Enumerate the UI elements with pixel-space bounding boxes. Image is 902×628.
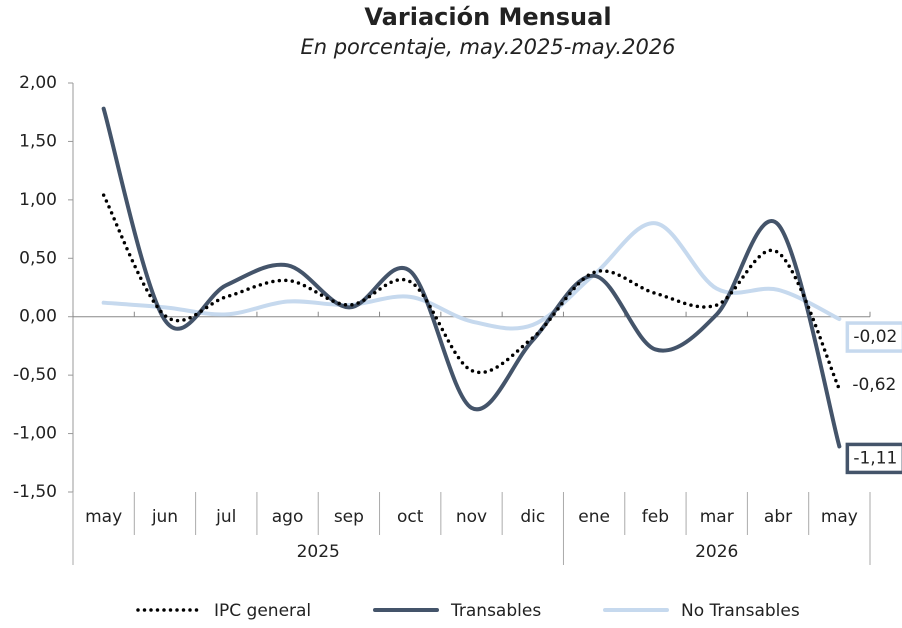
x-tick-label: feb [642, 507, 669, 527]
x-tick-label: dic [520, 507, 545, 527]
x-tick-label: jun [151, 507, 178, 527]
x-tick-label: ago [272, 507, 304, 527]
series-line [101, 221, 842, 331]
x-tick-label: may [85, 507, 122, 527]
y-tick-label: -0,50 [13, 365, 57, 385]
series-line [101, 106, 842, 449]
x-tick-label: abr [764, 507, 792, 527]
group-label: 2026 [695, 542, 738, 562]
y-tick-label: 0,50 [19, 248, 57, 268]
data-label: -0,02 [853, 327, 897, 347]
legend-label: No Transables [681, 601, 800, 621]
y-tick-label: -1,50 [13, 482, 57, 502]
x-tick-label: ene [578, 507, 610, 527]
series-line [101, 193, 842, 391]
chart-subtitle: En porcentaje, may.2025-may.2026 [300, 35, 675, 59]
data-label-box [845, 321, 902, 353]
legend-label: IPC general [214, 601, 311, 621]
data-label: -1,11 [853, 448, 897, 468]
y-tick-label: 1,50 [19, 131, 57, 151]
x-tick-label: sep [334, 507, 364, 527]
x-tick-label: jul [215, 507, 236, 527]
group-label: 2025 [297, 542, 340, 562]
y-tick-label: 1,00 [19, 190, 57, 210]
x-tick-label: nov [456, 507, 487, 527]
x-tick-label: oct [397, 507, 424, 527]
y-tick-label: -1,00 [13, 424, 57, 444]
x-tick-label: may [821, 507, 858, 527]
legend-label: Transables [450, 601, 541, 621]
x-tick-label: mar [700, 507, 734, 527]
y-tick-label: 0,00 [19, 307, 57, 327]
chart-title: Variación Mensual [364, 3, 611, 31]
data-label: -0,62 [852, 375, 896, 395]
data-label-box [845, 442, 902, 475]
y-tick-label: 2,00 [19, 73, 57, 93]
